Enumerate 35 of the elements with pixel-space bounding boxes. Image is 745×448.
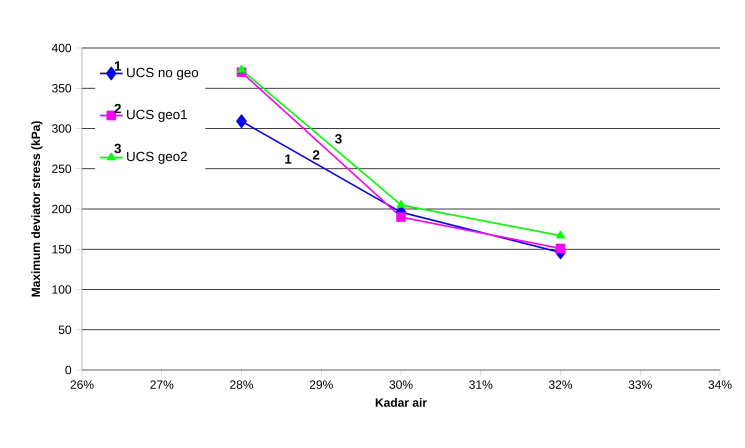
y-tick-label: 250 (52, 164, 72, 173)
x-tick-label: 34% (708, 380, 732, 389)
y-tick-label: 0 (65, 366, 72, 374)
y-tick-label: 300 (52, 124, 72, 133)
annotation: 3 (335, 134, 342, 144)
legend-label: UCS geo1 (127, 110, 187, 122)
x-tick-label: 27% (150, 380, 174, 389)
y-tick-label: 100 (52, 285, 72, 294)
x-tick-label: 30% (389, 380, 413, 389)
x-tick-label: 28% (230, 380, 254, 389)
point (396, 200, 406, 208)
annotation: 1 (285, 154, 292, 164)
x-tick-label: 29% (310, 380, 333, 389)
legend-label: UCS geo2 (127, 152, 187, 164)
y-axis-title: Maximum deviator stress (kPa) (31, 121, 42, 297)
y-tick-label: 50 (58, 325, 72, 334)
annotation: 3 (114, 144, 121, 154)
x-tick-label: 26% (70, 380, 94, 389)
x-tick-label: 31% (469, 380, 492, 389)
annotation: 1 (114, 61, 122, 71)
x-tick-label: 32% (548, 380, 572, 389)
y-tick-label: 150 (52, 244, 72, 254)
point (236, 114, 247, 128)
legend-label: UCS no geo (127, 68, 198, 80)
point (556, 244, 566, 254)
y-tick-label: 400 (52, 44, 72, 52)
x-axis-title: Kadar air (376, 398, 427, 407)
y-tick-label: 350 (52, 84, 72, 92)
annotation: 2 (114, 104, 121, 114)
point (556, 230, 565, 238)
point (396, 212, 406, 222)
point (237, 64, 246, 73)
y-tick-label: 200 (52, 204, 72, 214)
x-tick-label: 33% (628, 380, 652, 389)
annotation: 2 (312, 150, 320, 160)
